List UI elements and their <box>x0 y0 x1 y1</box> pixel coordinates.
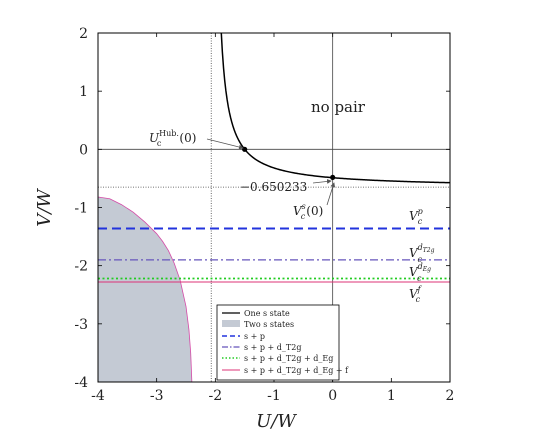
marker-point-1 <box>330 174 336 181</box>
y-tick-label-4: -2 <box>74 259 88 275</box>
svg-text:Vsc(0): Vs c(0) <box>293 202 323 221</box>
x-tick-label-0: -4 <box>91 388 105 404</box>
legend-label-spddf: s + p + d_T2g + d_Eg + f <box>244 366 349 375</box>
x-tick-label-2: -2 <box>209 388 223 404</box>
vcd-label: VdT2g c <box>409 243 435 264</box>
vcp-label: Vp c <box>409 207 423 226</box>
vcde-label: VdEg c <box>409 262 431 283</box>
legend-label-one-s: One s state <box>244 309 290 318</box>
uc-hub-label: UHub. c (0) <box>149 129 196 148</box>
legend: One s state Two s states s + p s + p + d… <box>216 304 349 381</box>
legend-label-sp: s + p <box>244 332 265 341</box>
x-axis-label: U/W <box>256 411 297 432</box>
two-s-states-region <box>98 197 192 382</box>
svg-text:UHub.c(0): UHub. c (0) <box>149 129 196 148</box>
value-arrow <box>312 179 332 184</box>
y-tick-label-6: -4 <box>74 375 88 391</box>
svg-text:Vfc: Vf c <box>409 285 423 304</box>
no-pair-label: no pair <box>311 98 366 116</box>
vcs-label: Vs c(0) <box>293 202 323 221</box>
x-tick-label-6: 2 <box>446 388 455 404</box>
legend-label-spd: s + p + d_T2g <box>244 343 301 352</box>
svg-text:Vpc: Vp c <box>409 207 423 226</box>
vcs-arrow <box>326 182 336 206</box>
legend-label-spdd: s + p + d_T2g + d_Eg <box>244 354 333 363</box>
y-tick-label-3: -1 <box>74 201 88 217</box>
legend-box <box>216 304 340 381</box>
two-s-states-edge <box>98 196 193 382</box>
x-tick-label-5: 1 <box>387 388 396 404</box>
y-tick-label-0: 2 <box>79 26 88 42</box>
y-axis-label: V/W <box>34 188 55 227</box>
legend-label-two-s: Two s states <box>244 320 294 329</box>
x-tick-label-3: -1 <box>267 388 281 404</box>
vcf-label: Vf c <box>409 285 423 304</box>
legend-swatch-two-s <box>222 320 240 327</box>
x-tick-label-1: -3 <box>150 388 164 404</box>
y-tick-label-5: -3 <box>74 317 88 333</box>
x-tick-label-4: 0 <box>328 388 337 404</box>
marker-point-0 <box>242 146 248 152</box>
y-tick-label-2: 0 <box>79 142 88 158</box>
y-tick-label-1: 1 <box>79 84 88 100</box>
value-label: −0.650233 <box>240 180 307 194</box>
uc-hub-arrow <box>206 138 244 150</box>
